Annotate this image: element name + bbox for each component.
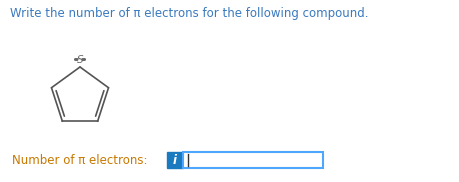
Circle shape [76,59,78,60]
Circle shape [84,59,85,60]
Circle shape [82,59,84,60]
FancyBboxPatch shape [167,152,183,168]
Text: i: i [173,153,177,167]
FancyBboxPatch shape [183,152,322,168]
Text: S: S [77,55,83,65]
Text: Number of π electrons:: Number of π electrons: [12,153,147,167]
Circle shape [74,59,76,60]
Text: Write the number of π electrons for the following compound.: Write the number of π electrons for the … [10,7,368,20]
